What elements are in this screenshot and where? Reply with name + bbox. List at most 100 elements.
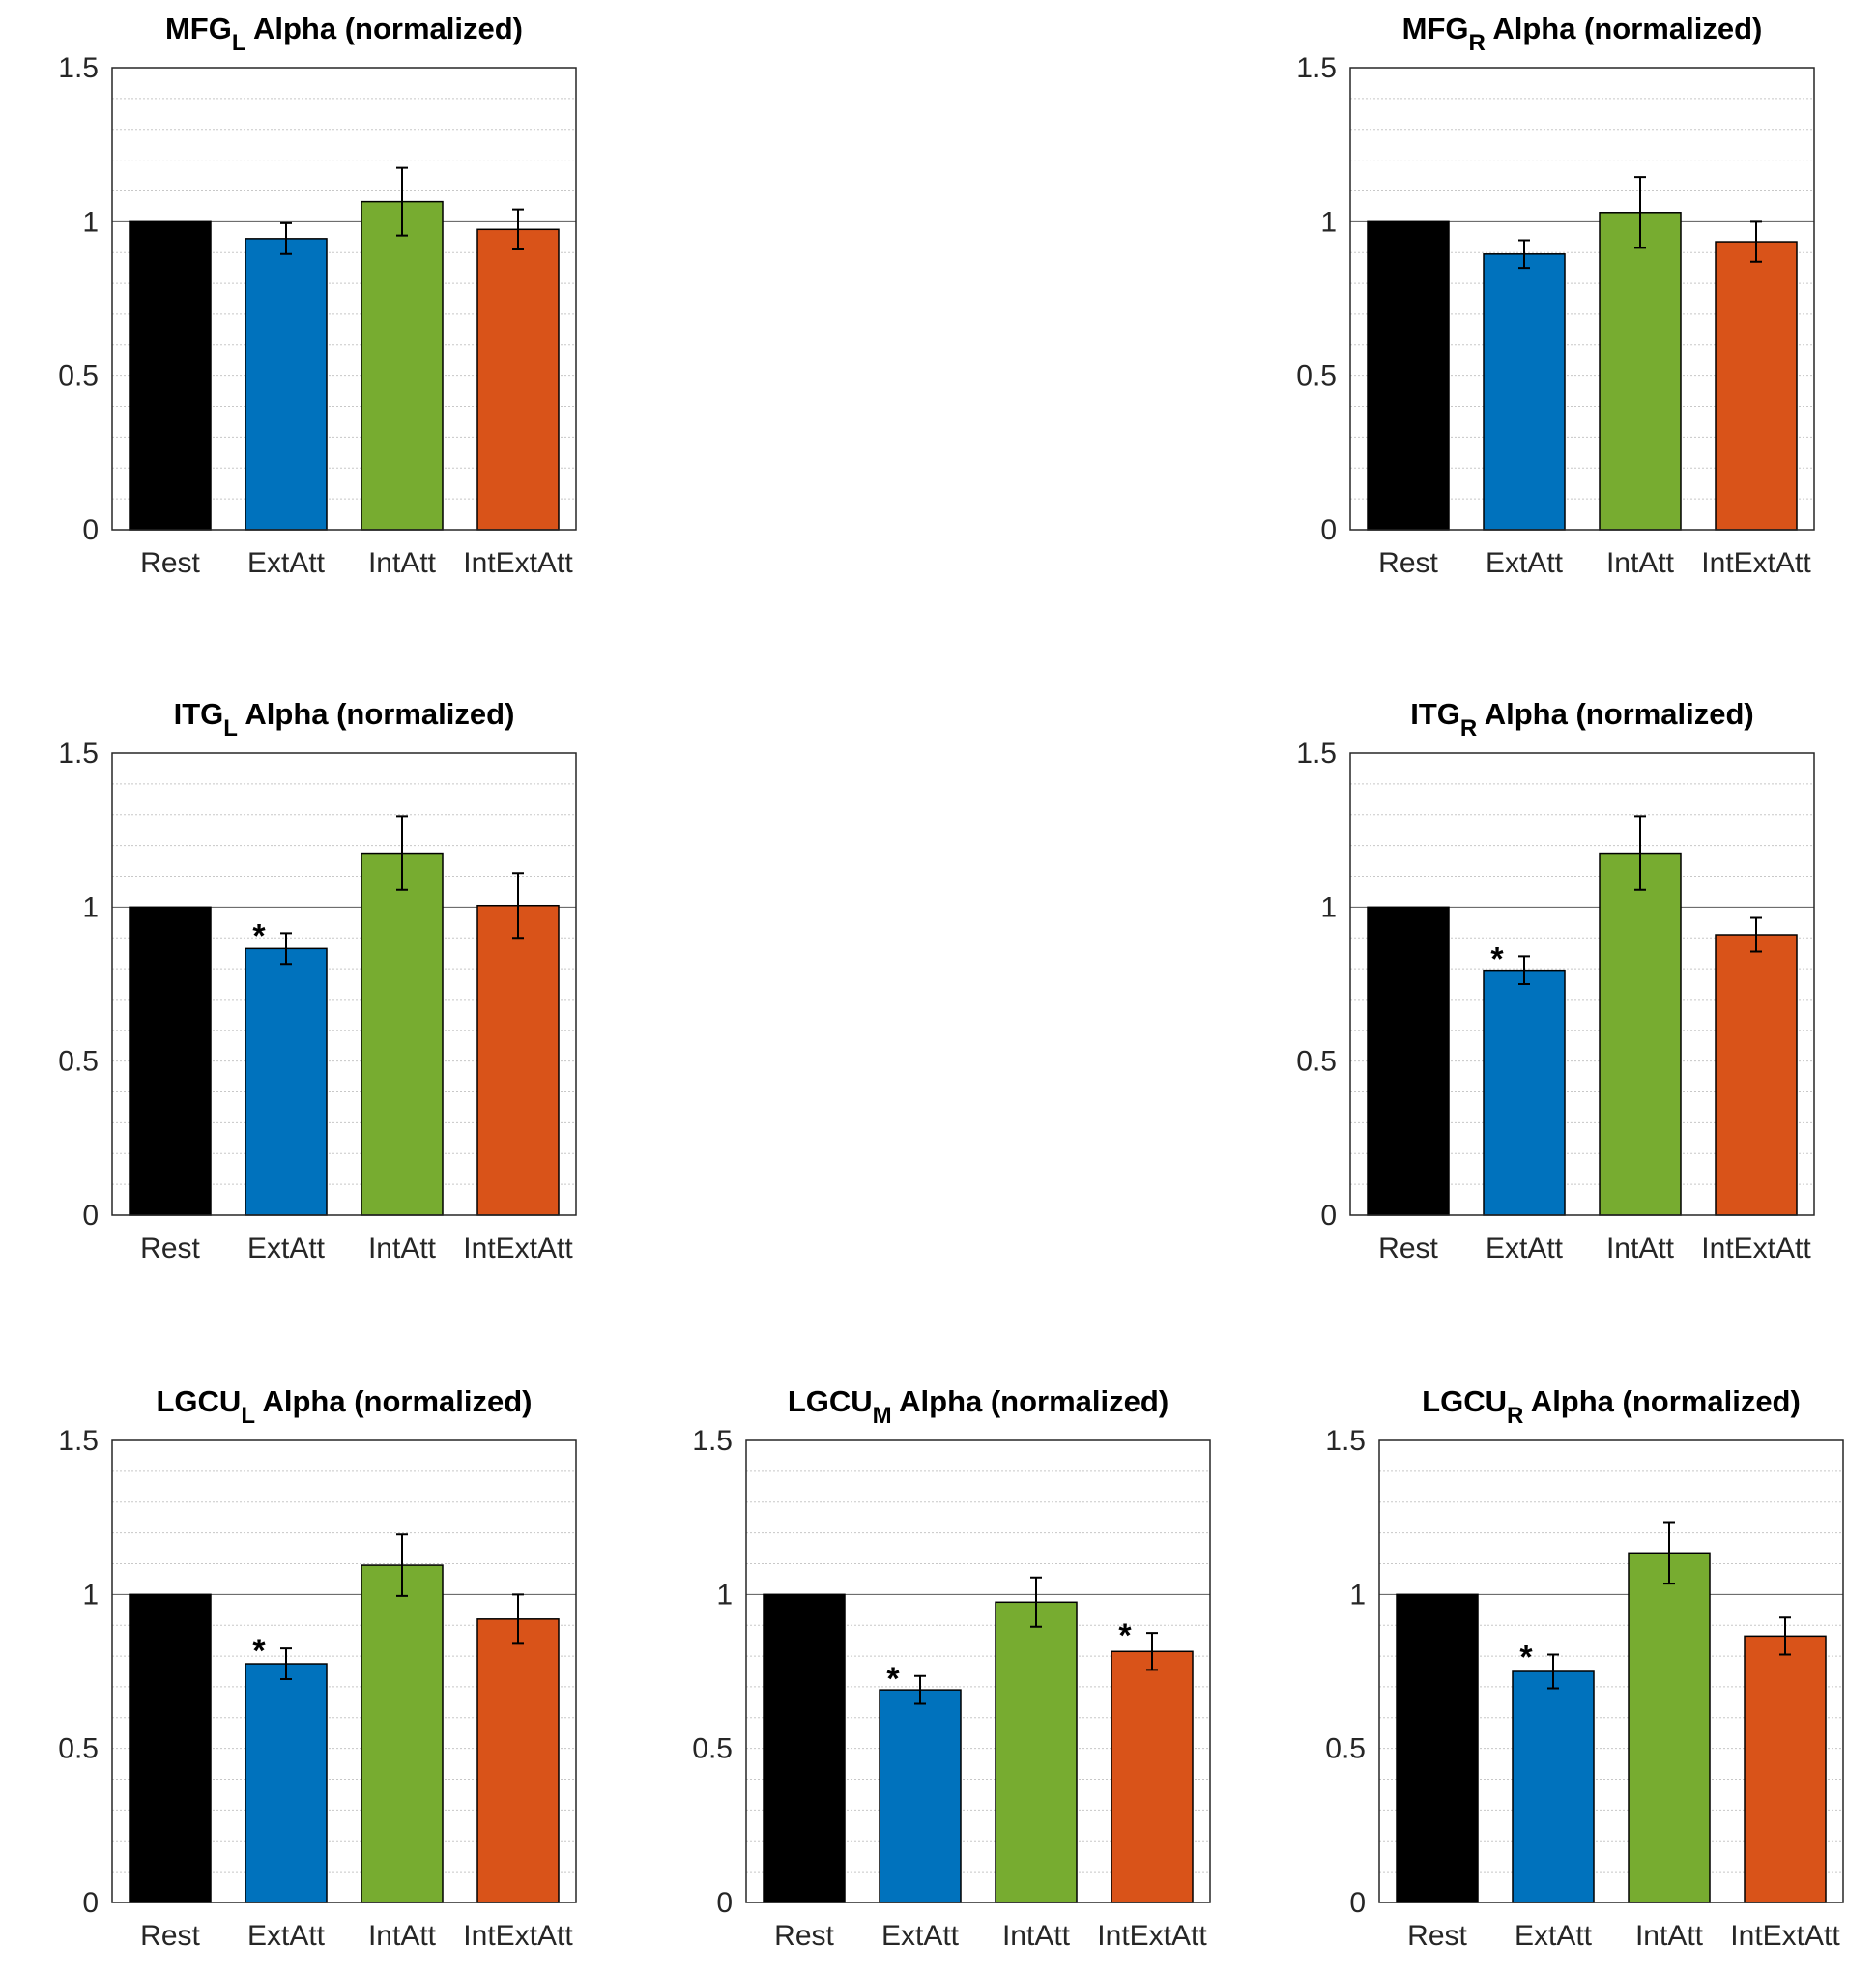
bar-rest <box>1367 220 1450 531</box>
bar-intextatt <box>476 228 560 531</box>
y-tick-label: 0 <box>1320 1200 1337 1232</box>
error-bar <box>1750 220 1762 263</box>
x-tick-label: ExtAtt <box>881 1920 960 1952</box>
x-tick-label: Rest <box>1378 547 1438 579</box>
bar-rest <box>129 1593 212 1903</box>
chart-title: LGCUL Alpha (normalized) <box>157 1384 533 1429</box>
x-tick-label: IntExtAtt <box>1701 547 1811 579</box>
x-tick-label: IntExtAtt <box>463 1233 573 1264</box>
bar-intatt <box>361 1564 444 1903</box>
y-tick-label: 1 <box>82 891 99 923</box>
y-tick-label: 0 <box>1349 1887 1366 1919</box>
chart-panel-mfg-r: 0 0.5 1 1.5 Rest ExtAtt IntAtt IntExtAtt MFGR Al… <box>1296 12 1815 579</box>
error-bar <box>1547 1653 1559 1690</box>
bar-intextatt <box>1744 1635 1827 1903</box>
y-tick-label: 1.5 <box>58 52 99 84</box>
bar-extatt <box>245 238 328 531</box>
error-bar <box>396 815 408 891</box>
error-bar <box>914 1674 926 1705</box>
x-tick-label: ExtAtt <box>1486 547 1564 579</box>
bar-intatt <box>361 852 444 1216</box>
bar-extatt <box>1512 1670 1595 1903</box>
x-tick-label: ExtAtt <box>247 547 326 579</box>
bar-intatt <box>1599 852 1682 1216</box>
y-tick-label: 1 <box>82 1579 99 1611</box>
error-bar <box>512 1593 524 1645</box>
chart-panel-lgcu-m: 0 0.5 1 1.5 Rest * ExtAtt IntAtt * IntExtAtt LGCUM… <box>692 1384 1211 1952</box>
x-tick-label: Rest <box>1378 1233 1438 1264</box>
axes-frame <box>1349 67 1815 531</box>
y-tick-label: 1.5 <box>58 738 99 770</box>
y-tick-label: 0.5 <box>1296 361 1337 392</box>
x-tick-label: Rest <box>140 547 200 579</box>
error-bar <box>396 166 408 237</box>
x-tick-label: Rest <box>140 1233 200 1264</box>
axes-frame <box>111 752 577 1216</box>
bar-intatt <box>995 1601 1078 1903</box>
bar-rest <box>129 220 212 531</box>
x-tick-label: IntAtt <box>1606 1233 1675 1264</box>
error-bar <box>512 208 524 251</box>
x-tick-label: IntExtAtt <box>1730 1920 1840 1952</box>
x-tick-label: IntExtAtt <box>1097 1920 1207 1952</box>
bar-intatt <box>361 200 444 531</box>
x-tick-label: ExtAtt <box>1486 1233 1564 1264</box>
error-bar <box>1750 916 1762 953</box>
bar-intextatt <box>1715 241 1798 531</box>
x-tick-label: ExtAtt <box>247 1920 326 1952</box>
significance-marker: * <box>1519 1639 1533 1675</box>
chart-title: LGCUR Alpha (normalized) <box>1422 1384 1801 1429</box>
y-tick-label: 0.5 <box>58 1046 99 1078</box>
error-bar <box>1518 955 1530 985</box>
y-tick-label: 0.5 <box>58 1733 99 1765</box>
bar-extatt <box>879 1689 962 1903</box>
y-tick-label: 1.5 <box>58 1425 99 1457</box>
y-tick-label: 1 <box>82 206 99 238</box>
x-tick-label: Rest <box>1407 1920 1467 1952</box>
axes-frame <box>1378 1439 1844 1903</box>
x-tick-label: IntAtt <box>368 1920 437 1952</box>
x-tick-label: ExtAtt <box>247 1233 326 1264</box>
y-tick-label: 0 <box>82 1200 99 1232</box>
x-tick-label: IntAtt <box>368 1233 437 1264</box>
axes-frame <box>1349 752 1815 1216</box>
y-tick-label: 0.5 <box>1325 1733 1366 1765</box>
y-tick-label: 1 <box>1320 891 1337 923</box>
bar-extatt <box>245 1663 328 1903</box>
y-tick-label: 0.5 <box>58 361 99 392</box>
significance-marker: * <box>1118 1617 1132 1654</box>
bar-extatt <box>1483 253 1566 531</box>
bar-intextatt <box>476 1618 560 1903</box>
y-tick-label: 0 <box>82 514 99 546</box>
x-tick-label: IntAtt <box>368 547 437 579</box>
chart-panel-itg-l: 0 0.5 1 1.5 Rest * ExtAtt IntAtt IntExtAtt ITGL A… <box>58 697 577 1264</box>
error-bar <box>280 221 292 255</box>
y-tick-label: 0 <box>716 1887 733 1919</box>
error-bar <box>1030 1576 1042 1628</box>
error-bar <box>280 932 292 966</box>
bar-rest <box>1396 1593 1479 1903</box>
y-tick-label: 0.5 <box>692 1733 733 1765</box>
y-tick-label: 1 <box>1320 206 1337 238</box>
x-tick-label: Rest <box>140 1920 200 1952</box>
error-bar <box>1634 176 1646 249</box>
x-tick-label: IntAtt <box>1635 1920 1704 1952</box>
error-bar <box>396 1533 408 1597</box>
chart-panel-lgcu-l: 0 0.5 1 1.5 Rest * ExtAtt IntAtt IntExtAtt LGCUL … <box>58 1384 577 1952</box>
axes-frame <box>111 67 577 531</box>
y-tick-label: 1 <box>1349 1579 1366 1611</box>
x-tick-label: IntExtAtt <box>463 547 573 579</box>
bar-rest <box>763 1593 846 1903</box>
x-tick-label: IntAtt <box>1002 1920 1071 1952</box>
error-bar <box>1779 1616 1791 1656</box>
bar-extatt <box>1483 969 1566 1216</box>
y-tick-label: 1.5 <box>692 1425 733 1457</box>
y-tick-label: 1.5 <box>1325 1425 1366 1457</box>
chart-title: ITGR Alpha (normalized) <box>1410 697 1754 741</box>
axes-frame <box>745 1439 1211 1903</box>
x-tick-label: Rest <box>774 1920 834 1952</box>
chart-title: ITGL Alpha (normalized) <box>174 697 515 741</box>
bar-intextatt <box>1715 934 1798 1216</box>
chart-panel-itg-r: 0 0.5 1 1.5 Rest * ExtAtt IntAtt IntExtAtt ITGR A… <box>1296 697 1815 1264</box>
